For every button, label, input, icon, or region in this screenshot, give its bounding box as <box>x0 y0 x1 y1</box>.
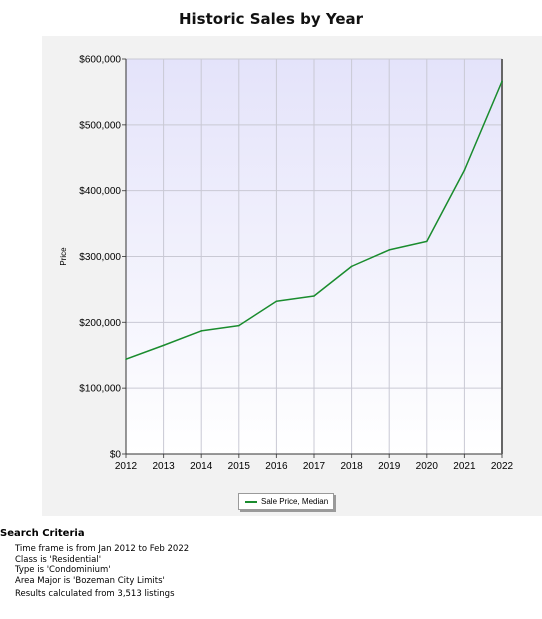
data-point <box>275 300 278 303</box>
legend-swatch <box>245 500 257 503</box>
y-tick-label: $300,000 <box>79 252 121 263</box>
criteria-line: Type is 'Condominium' <box>15 565 111 576</box>
x-tick-label: 2022 <box>491 461 514 472</box>
data-point <box>313 295 315 297</box>
data-point <box>162 344 165 347</box>
y-tick-label: $400,000 <box>79 186 121 197</box>
data-point <box>200 330 202 332</box>
x-tick-label: 2019 <box>378 461 401 472</box>
series-lines <box>125 80 503 361</box>
criteria-result: Results calculated from 3,513 listings <box>15 589 175 600</box>
data-point <box>388 249 391 251</box>
grid-lines <box>125 58 503 455</box>
data-point <box>350 265 353 268</box>
x-axis-tick-labels: 2012 2013 2014 2015 2016 2017 2018 2019 2020 2021… <box>115 461 514 472</box>
data-point <box>426 240 428 243</box>
x-tick-label: 2018 <box>340 461 363 472</box>
x-tick-label: 2014 <box>190 461 213 472</box>
data-point <box>501 80 503 83</box>
legend: Sale Price, Median <box>238 493 334 510</box>
criteria-line: Time frame is from Jan 2012 to Feb 2022 <box>15 544 190 554</box>
axes <box>122 58 503 458</box>
data-point <box>463 169 466 172</box>
search-criteria: Search Criteria Time frame is from Jan 2… <box>0 528 542 600</box>
x-tick-label: 2013 <box>152 461 175 472</box>
y-tick-label: $600,000 <box>79 55 121 66</box>
x-tick-label: 2015 <box>228 461 251 472</box>
criteria-line: Area Major is 'Bozeman City Limits' <box>15 575 165 586</box>
y-tick-label: $500,000 <box>79 120 121 131</box>
x-tick-label: 2016 <box>265 461 288 472</box>
criteria-line: Class is 'Residential' <box>15 554 102 565</box>
x-tick-label: 2020 <box>416 461 439 472</box>
data-point <box>125 358 127 361</box>
search-criteria-title: Search Criteria <box>0 528 85 539</box>
y-tick-label: $100,000 <box>79 384 121 395</box>
x-tick-label: 2012 <box>115 461 138 472</box>
y-tick-label: $0 <box>110 450 122 461</box>
line-chart: $0 $100,000 $200,000 $300,000 $400,000 $500,0… <box>59 55 514 473</box>
chart-title: Historic Sales by Year <box>178 10 364 28</box>
x-tick-label: 2021 <box>453 461 476 472</box>
y-tick-label: $200,000 <box>79 318 121 329</box>
x-tick-label: 2017 <box>303 461 326 472</box>
y-axis-label: Price <box>59 247 68 266</box>
data-point <box>238 324 240 327</box>
legend-label: Sale Price, Median <box>261 497 329 506</box>
y-axis-tick-labels: $0 $100,000 $200,000 $300,000 $400,000 $500,0… <box>79 55 121 461</box>
